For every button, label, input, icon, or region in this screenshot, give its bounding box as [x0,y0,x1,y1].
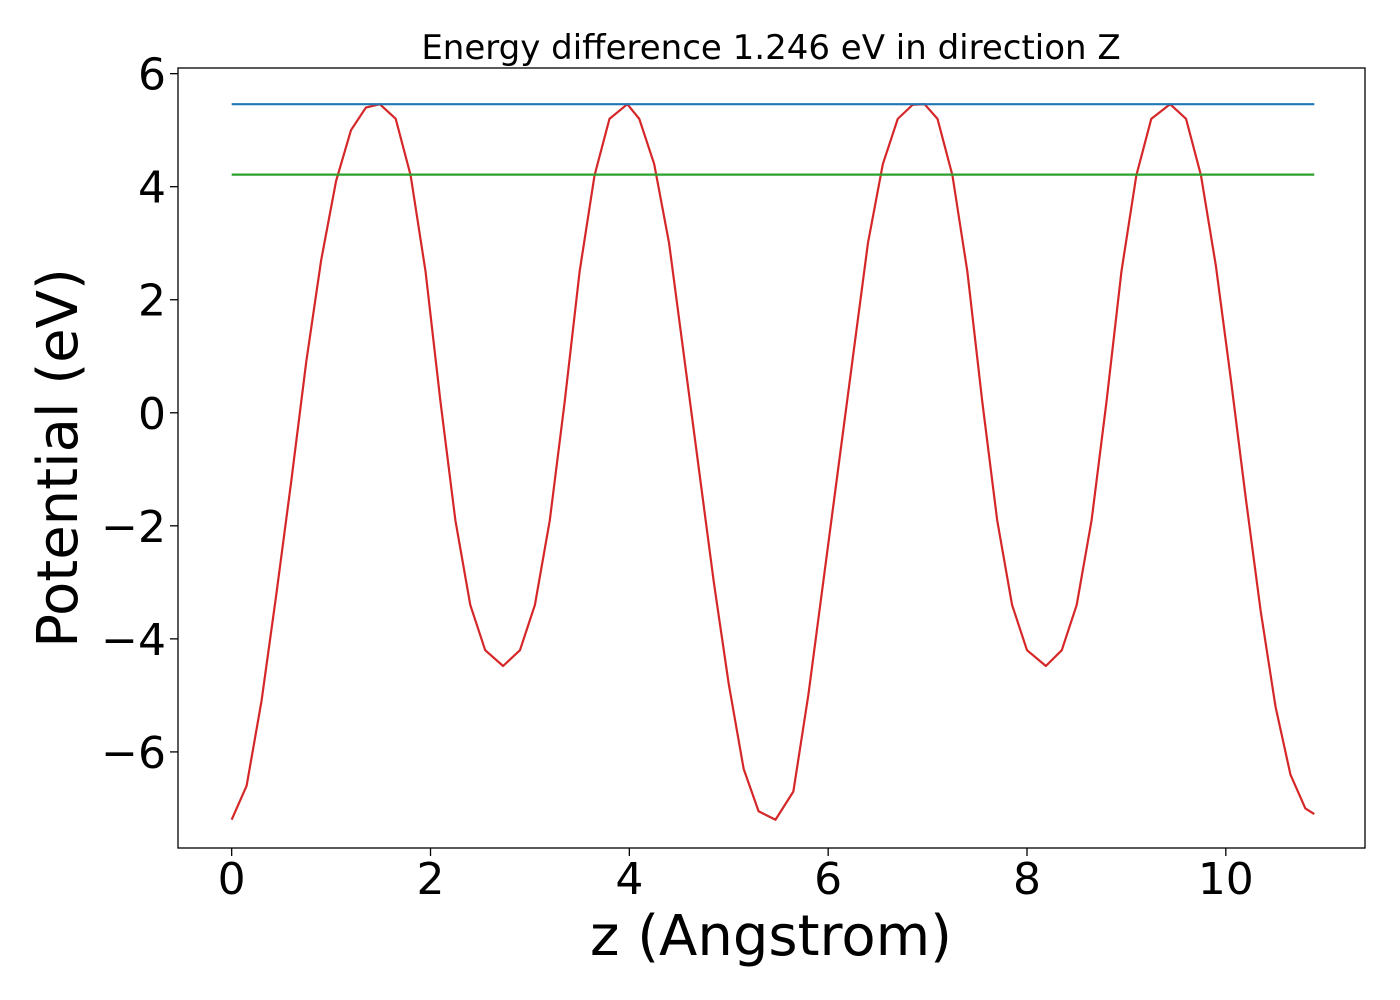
y-tick-label: −6 [101,728,166,779]
x-tick-label: 6 [814,854,842,905]
y-tick-label: 4 [138,163,166,214]
plot-lines [230,103,1315,821]
y-axis-label: Potential (eV) [26,268,91,648]
x-axis-ticks: 0 2 4 6 8 10 [218,848,1254,905]
x-tick-label: 10 [1198,854,1254,905]
y-tick-label: 2 [138,276,166,327]
y-tick-label: 0 [138,389,166,440]
x-tick-label: 8 [1013,854,1041,905]
x-tick-label: 4 [615,854,643,905]
x-axis-label: z (Angstrom) [590,904,952,969]
chart-title: Energy difference 1.246 eV in direction … [421,28,1120,68]
x-tick-label: 0 [218,854,246,905]
plot-frame [177,67,1366,849]
y-tick-label: −2 [101,502,166,553]
potential-line [230,103,1315,821]
y-tick-label: 6 [138,50,166,101]
y-axis-ticks: 6 4 2 0 −2 −4 −6 [101,50,178,779]
y-tick-label: −4 [101,615,166,666]
x-tick-label: 2 [417,854,445,905]
